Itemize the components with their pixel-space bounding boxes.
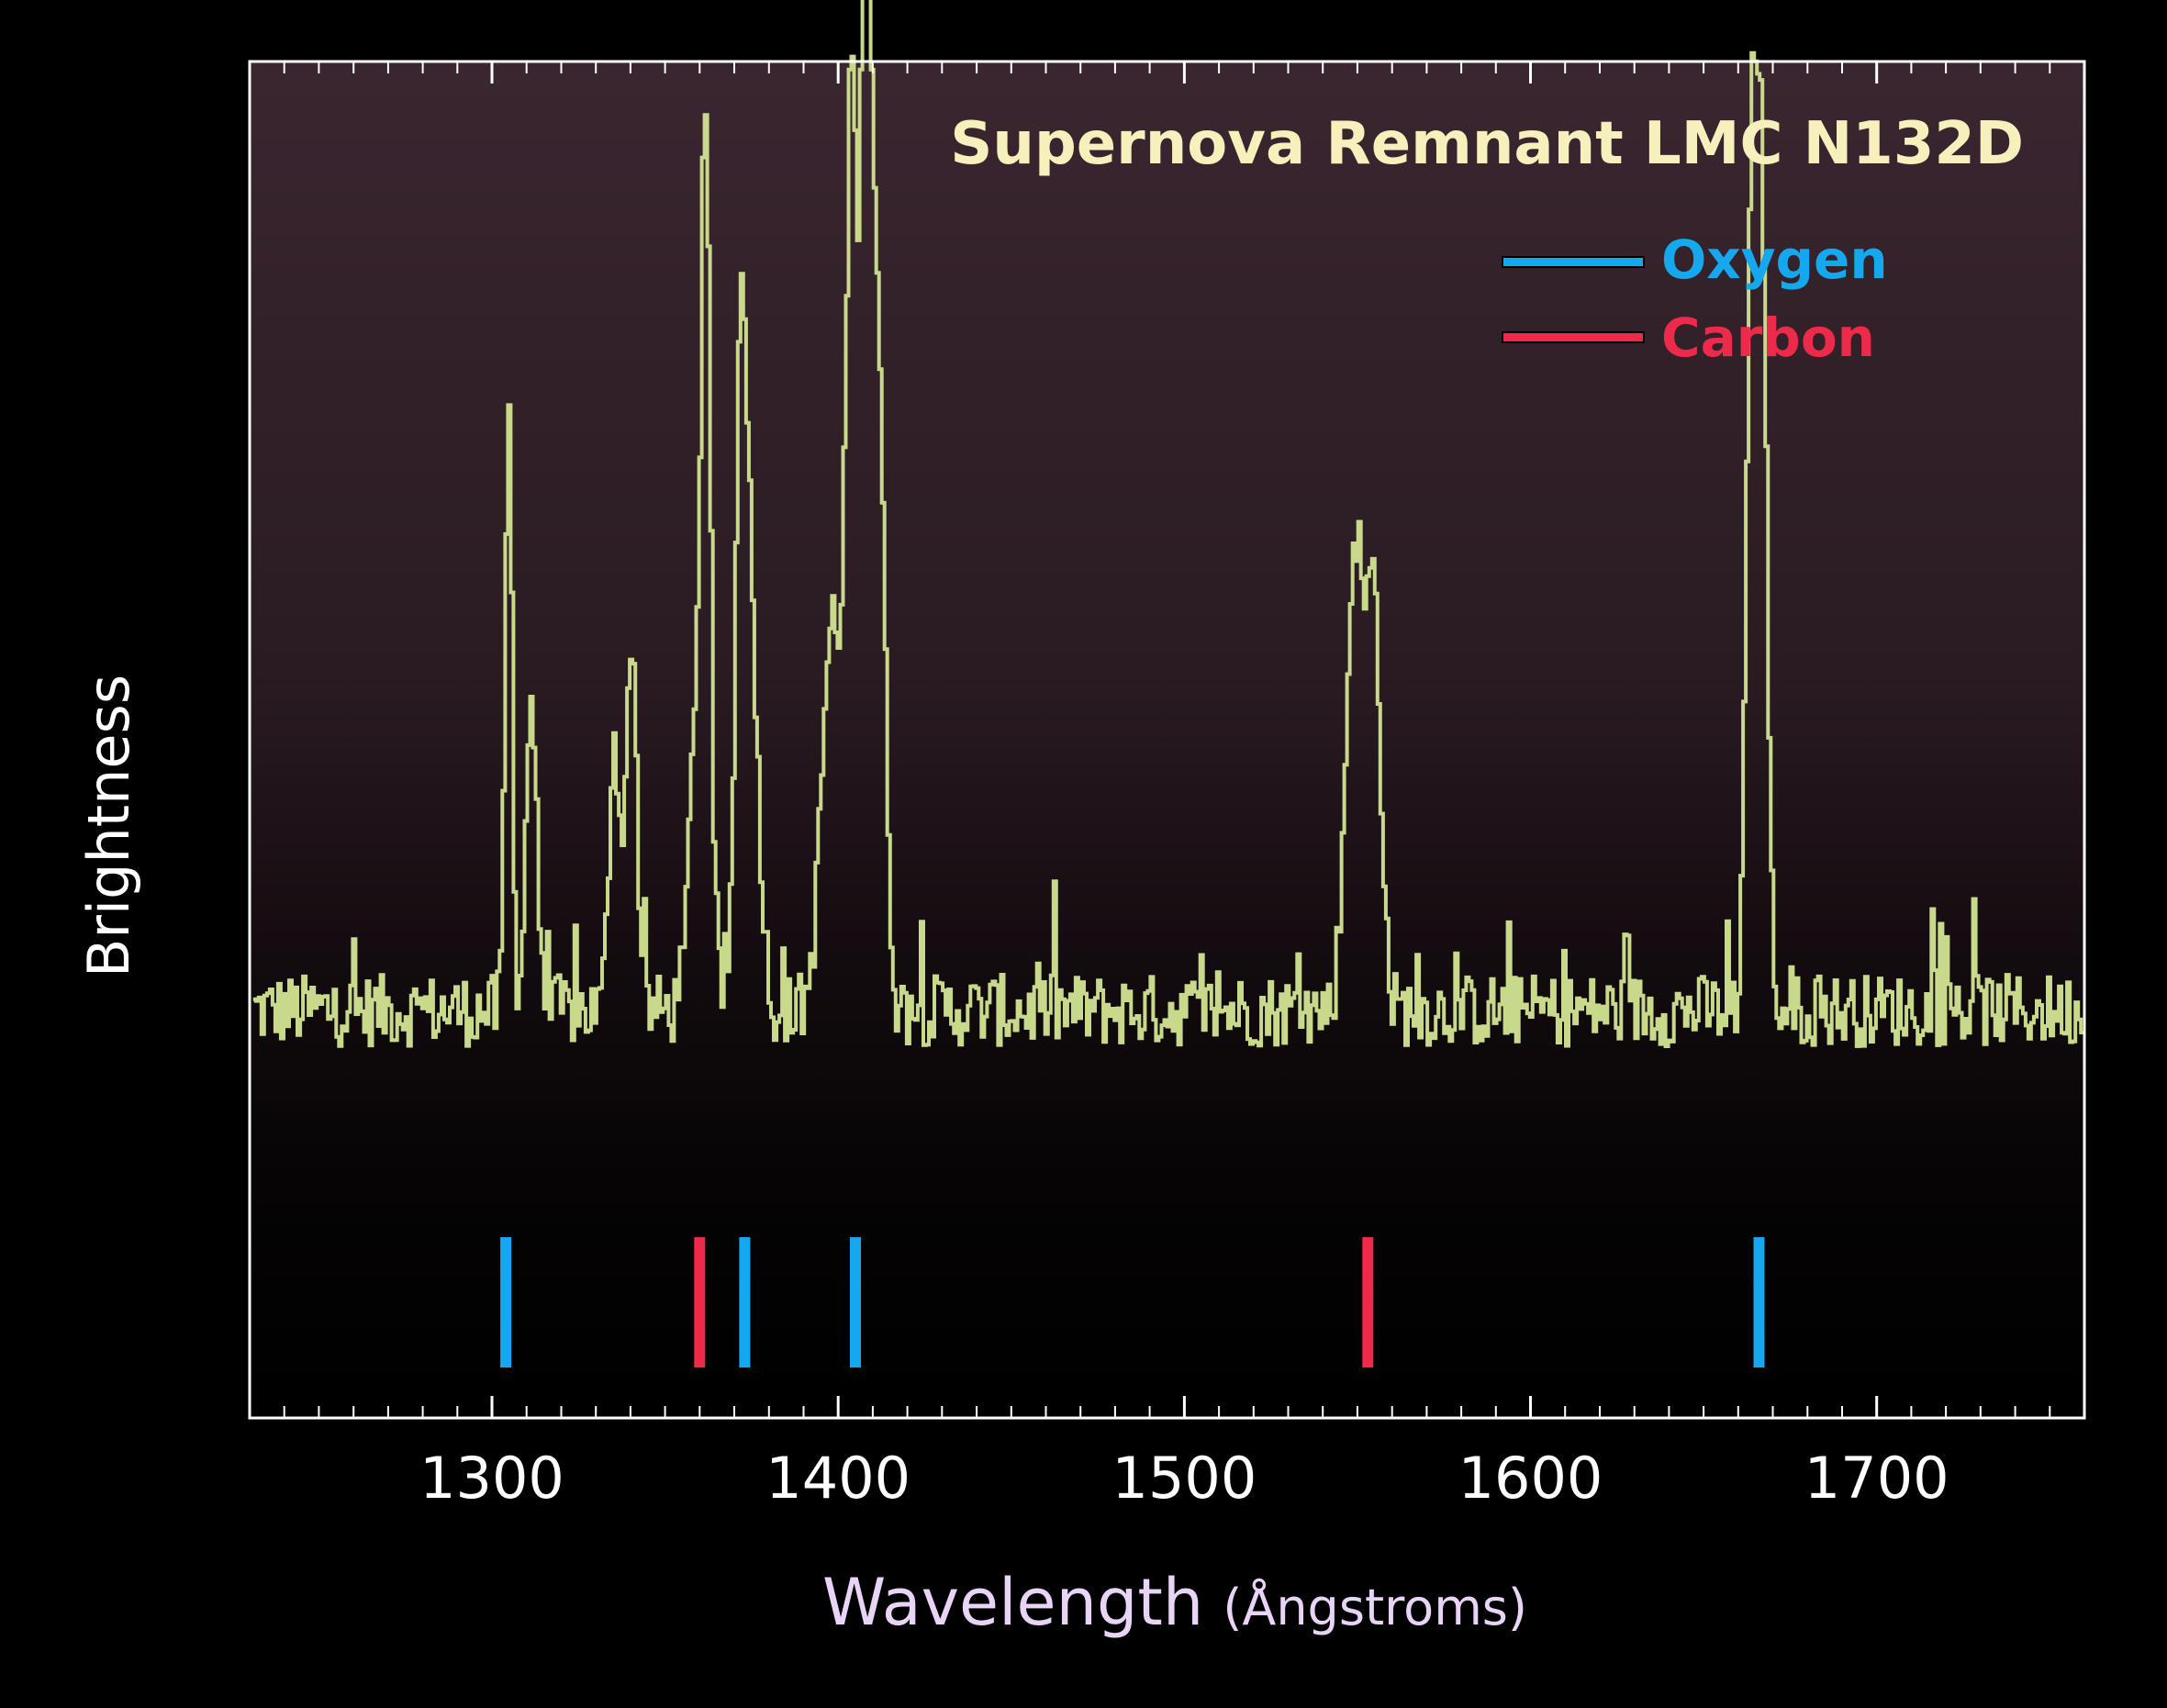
spectrum-line — [252, 0, 2084, 1048]
x-axis-label-unit: (Ångstroms) — [1223, 1578, 1527, 1636]
x-tick-label: 1500 — [1112, 1445, 1257, 1512]
x-tick-label: 1600 — [1458, 1445, 1603, 1512]
plot-frame — [248, 60, 2086, 1420]
legend-swatch-oxygen — [1502, 256, 1645, 268]
legend: Oxygen Carbon — [1502, 229, 1888, 369]
x-tick-label: 1400 — [765, 1445, 910, 1512]
y-axis-label: Brightness — [75, 675, 142, 977]
x-axis-ticks — [249, 61, 2085, 1418]
chart-title: Supernova Remnant LMC N132D — [950, 110, 2024, 178]
element-marker-oxygen — [1753, 1237, 1765, 1368]
element-marker-carbon — [1362, 1237, 1374, 1368]
element-marker-oxygen — [739, 1237, 751, 1368]
element-marker-oxygen — [850, 1237, 861, 1368]
element-markers — [500, 1237, 1765, 1368]
plot-background — [250, 61, 2084, 1418]
legend-label-oxygen: Oxygen — [1661, 229, 1888, 291]
legend-label-carbon: Carbon — [1661, 307, 1875, 369]
x-axis-tick-labels: 1300 1400 1500 1600 1700 — [419, 1445, 1949, 1512]
legend-swatch-carbon — [1502, 331, 1645, 343]
element-marker-oxygen — [500, 1237, 512, 1368]
x-axis-label-main: Wavelength — [822, 1565, 1203, 1640]
x-tick-label: 1700 — [1804, 1445, 1949, 1512]
spectrum-layer — [252, 0, 2084, 1048]
x-tick-label: 1300 — [419, 1445, 564, 1512]
x-axis-label: Wavelength (Ångstroms) — [822, 1565, 1527, 1640]
element-marker-carbon — [694, 1237, 706, 1368]
